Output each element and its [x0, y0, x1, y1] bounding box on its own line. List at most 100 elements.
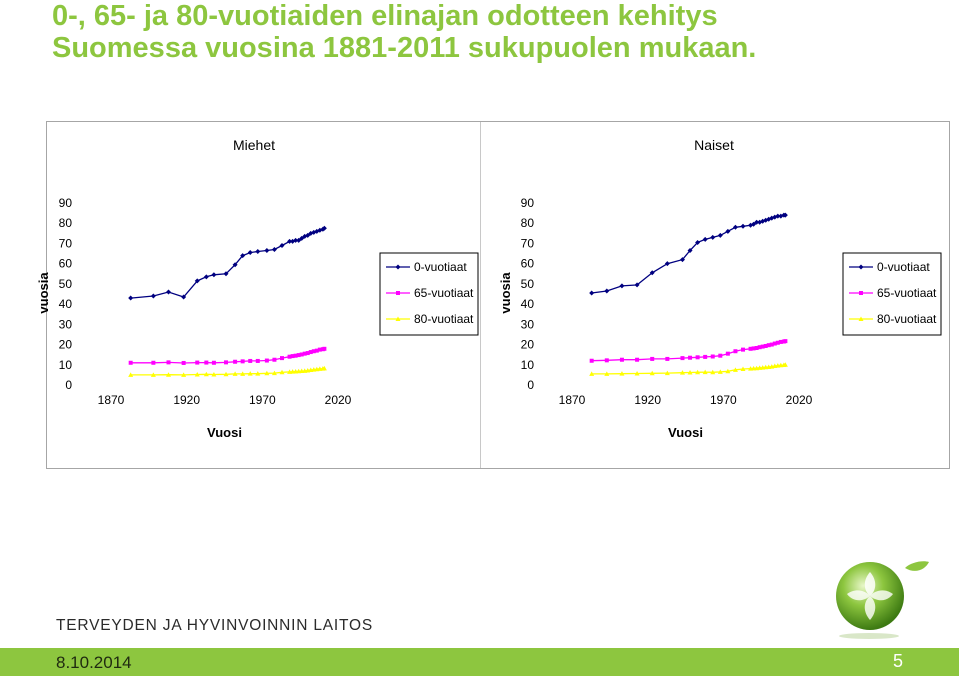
data-point: [290, 354, 295, 359]
data-point: [702, 236, 708, 242]
x-tick-label: 2020: [786, 393, 813, 407]
data-point: [150, 372, 156, 377]
y-tick-label: 70: [521, 236, 535, 250]
y-tick-label: 10: [59, 358, 73, 372]
data-point: [619, 283, 625, 289]
data-point: [272, 357, 277, 362]
data-point: [634, 282, 640, 288]
life-expectancy-charts: Miehet vuosia Vuosi 0 10 20 30 40 50 60 70 80 90 1870…: [36, 137, 942, 440]
data-point: [166, 289, 172, 295]
data-point: [695, 369, 701, 375]
data-point: [321, 365, 327, 371]
data-point: [589, 358, 594, 363]
data-point: [725, 351, 730, 356]
data-point: [679, 257, 685, 263]
x-tick-label: 1970: [710, 393, 737, 407]
data-point: [195, 360, 200, 365]
data-point: [166, 360, 171, 365]
data-point: [247, 250, 253, 256]
legend-marker: [858, 264, 864, 270]
data-point: [649, 370, 655, 376]
data-point: [589, 290, 595, 296]
footer-date: 8.10.2014: [56, 653, 132, 672]
legend-label: 0-vuotiaat: [414, 260, 467, 274]
legend: 0-vuotiaat 65-vuotiaat 80-vuotiaat: [842, 252, 942, 336]
data-point: [166, 372, 172, 377]
data-point: [308, 350, 313, 355]
data-point: [232, 371, 238, 376]
y-tick-label: 0: [65, 378, 72, 392]
legend-marker: [859, 291, 863, 295]
y-tick-label: 40: [59, 297, 73, 311]
x-tick-label: 1920: [173, 393, 200, 407]
y-tick-label: 30: [59, 317, 73, 331]
x-tick-label: 1870: [559, 393, 586, 407]
data-point: [287, 238, 293, 244]
data-point: [240, 359, 245, 364]
data-point: [317, 347, 322, 352]
data-point: [255, 249, 261, 255]
y-tick-label: 60: [59, 257, 73, 271]
data-point: [725, 368, 731, 374]
data-point: [732, 367, 738, 372]
data-point: [181, 294, 187, 300]
data-point: [314, 348, 319, 353]
legend: 0-vuotiaat 65-vuotiaat 80-vuotiaat: [379, 252, 479, 336]
data-point: [203, 371, 209, 377]
y-tick-label: 0: [527, 378, 534, 392]
page-title-line-2: Suomessa vuosina 1881-2011 sukupuolen mu…: [52, 32, 757, 64]
data-point: [128, 295, 134, 301]
data-point: [710, 234, 716, 240]
legend-label: 0-vuotiaat: [877, 260, 930, 274]
data-point: [203, 274, 209, 280]
chart-1: Miehet vuosia Vuosi 0 10 20 30 40 50 60 70 80 90 1870…: [36, 137, 479, 440]
panel-divider: [480, 122, 481, 468]
data-point: [232, 262, 238, 268]
data-point: [302, 351, 307, 356]
leaf-globe-icon: [836, 561, 929, 639]
data-point: [181, 372, 187, 377]
data-point: [322, 346, 327, 351]
y-tick-label: 90: [521, 196, 535, 210]
data-point: [255, 371, 261, 376]
data-point: [772, 341, 777, 346]
data-point: [211, 371, 217, 377]
data-point: [280, 356, 285, 361]
data-point: [271, 247, 277, 253]
series-line: [130, 367, 325, 376]
data-point: [775, 213, 781, 219]
data-point: [247, 371, 253, 376]
data-point: [296, 353, 301, 358]
data-point: [710, 369, 716, 375]
data-point: [751, 346, 756, 351]
legend-marker: [395, 264, 401, 270]
legend-label: 65-vuotiaat: [877, 286, 937, 300]
data-point: [224, 360, 229, 365]
y-tick-label: 90: [59, 196, 73, 210]
y-tick-label: 20: [521, 338, 535, 352]
data-point: [754, 346, 759, 351]
data-point: [766, 343, 771, 348]
y-tick-label: 40: [521, 297, 535, 311]
data-point: [604, 358, 609, 363]
data-point: [194, 371, 200, 377]
data-point: [702, 369, 708, 375]
legend-marker: [396, 291, 400, 295]
data-point: [305, 351, 310, 356]
data-point: [223, 271, 229, 277]
data-point: [271, 370, 277, 376]
y-tick-label: 80: [521, 216, 535, 230]
y-tick-label: 60: [521, 257, 535, 271]
y-tick-label: 50: [59, 277, 73, 291]
legend-label: 80-vuotiaat: [414, 312, 474, 326]
data-point: [757, 345, 762, 350]
data-point: [664, 261, 670, 267]
y-axis-label: vuosia: [498, 272, 513, 314]
chart-title: Naiset: [694, 137, 734, 153]
data-point: [688, 355, 693, 360]
data-point: [718, 353, 723, 358]
chart-2: Naiset vuosia Vuosi 0 10 20 30 40 50 60 70 80 90 1870…: [498, 137, 942, 440]
data-point: [240, 253, 246, 259]
data-point: [240, 371, 246, 376]
y-tick-label: 30: [521, 317, 535, 331]
